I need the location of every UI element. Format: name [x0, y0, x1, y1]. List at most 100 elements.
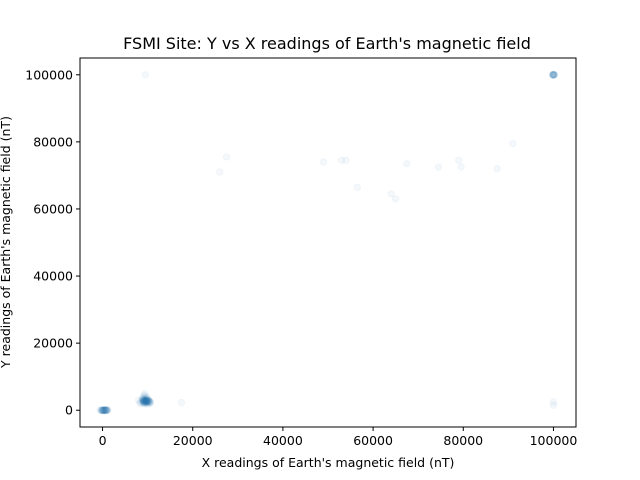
data-point — [147, 398, 155, 407]
data-point — [142, 399, 150, 407]
data-point — [140, 398, 148, 406]
data-point — [493, 165, 501, 173]
data-point — [135, 399, 144, 407]
data-point — [139, 397, 148, 406]
data-point — [549, 70, 558, 78]
data-point — [140, 397, 149, 405]
data-point — [145, 397, 154, 406]
data-point — [403, 159, 411, 168]
data-point — [103, 406, 111, 414]
data-point — [144, 397, 153, 405]
data-point — [100, 407, 108, 415]
data-point — [222, 153, 231, 161]
axes-frame — [79, 57, 577, 428]
data-point — [100, 405, 109, 414]
data-point — [141, 398, 149, 406]
data-point — [101, 406, 110, 414]
data-point — [98, 406, 107, 414]
data-point — [139, 395, 148, 404]
data-point — [551, 71, 559, 79]
data-point — [102, 406, 110, 414]
data-point — [145, 396, 153, 404]
y-tick-label: 0 — [65, 403, 73, 418]
data-point — [143, 395, 152, 403]
data-point — [457, 163, 465, 171]
data-point — [141, 398, 149, 407]
x-tick-label: 40000 — [263, 433, 303, 448]
data-point — [142, 397, 150, 405]
data-point — [144, 396, 153, 405]
data-point — [549, 71, 558, 79]
x-axis-label: X readings of Earth's magnetic field (nT… — [202, 455, 455, 470]
data-point — [99, 406, 108, 414]
data-point — [97, 406, 105, 414]
data-point — [101, 406, 109, 414]
data-point — [139, 396, 147, 404]
x-tick-label: 0 — [99, 433, 107, 448]
y-tick-label: 40000 — [33, 269, 73, 284]
data-point — [143, 399, 151, 407]
chart-title: FSMI Site: Y vs X readings of Earth's ma… — [123, 34, 531, 53]
data-point — [143, 393, 151, 401]
data-point — [138, 397, 147, 405]
data-point — [141, 71, 150, 79]
data-point — [143, 397, 151, 405]
data-point — [391, 195, 400, 203]
data-point — [549, 71, 558, 79]
x-tick-label: 80000 — [443, 433, 483, 448]
data-point — [142, 398, 150, 406]
data-point — [319, 158, 328, 166]
data-point — [134, 396, 143, 404]
data-point — [104, 406, 112, 414]
data-point — [97, 406, 105, 414]
data-point — [140, 391, 148, 399]
data-point — [140, 399, 149, 408]
data-point — [141, 395, 150, 404]
data-point — [100, 406, 109, 415]
data-point — [141, 398, 149, 406]
data-point — [102, 406, 111, 414]
data-point — [550, 71, 558, 79]
data-point — [548, 71, 557, 79]
data-point — [549, 398, 558, 406]
data-point — [141, 397, 150, 405]
y-tick-label: 20000 — [33, 336, 73, 351]
x-tick-label: 60000 — [353, 433, 393, 448]
data-point — [550, 70, 558, 79]
data-point — [387, 190, 395, 198]
data-point — [143, 396, 151, 404]
data-point — [100, 406, 109, 414]
data-point — [99, 405, 107, 414]
data-point — [142, 398, 150, 406]
data-point — [216, 168, 224, 176]
data-point — [99, 407, 107, 415]
y-axis-ticks: 0 20000 40000 60000 80000 100000 — [25, 67, 80, 418]
data-point — [549, 70, 557, 79]
data-point — [549, 71, 557, 79]
data-point — [98, 406, 106, 415]
data-point — [342, 156, 350, 165]
y-axis-label: Y readings of Earth's magnetic field (nT… — [0, 116, 13, 369]
data-point — [142, 396, 150, 404]
data-point — [138, 396, 146, 404]
data-point — [143, 396, 152, 404]
data-point — [550, 71, 559, 79]
data-point — [509, 139, 517, 148]
data-point — [144, 397, 152, 405]
y-tick-label: 100000 — [25, 67, 73, 82]
data-points — [96, 70, 559, 415]
data-point — [139, 398, 147, 406]
data-point — [143, 397, 151, 405]
data-point — [145, 397, 153, 405]
data-point — [102, 406, 110, 415]
x-tick-label: 100000 — [530, 433, 578, 448]
data-point — [96, 406, 104, 414]
data-point — [142, 396, 150, 404]
data-point — [140, 397, 148, 406]
data-point — [140, 392, 149, 400]
data-point — [434, 163, 443, 171]
data-point — [139, 393, 147, 402]
data-point — [102, 407, 111, 415]
data-point — [143, 398, 152, 407]
data-point — [146, 397, 155, 406]
